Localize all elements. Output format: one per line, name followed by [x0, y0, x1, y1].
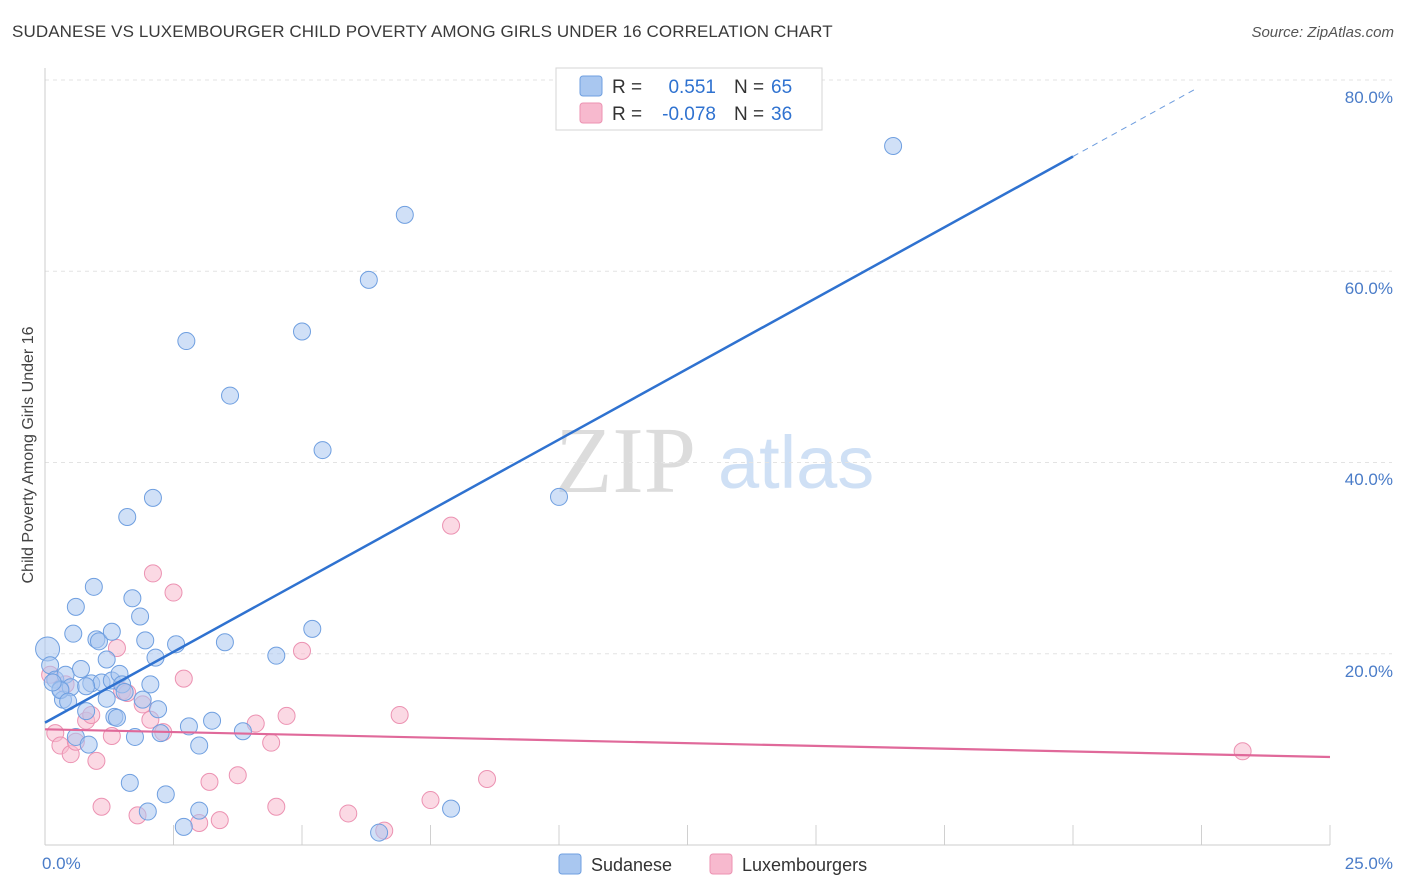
bottom-legend-luxembourgers: Luxembourgers [742, 855, 867, 875]
y-tick-label: 40.0% [1345, 470, 1393, 489]
luxembourger-trend-line [44, 728, 1331, 759]
y-tick-label: 80.0% [1345, 88, 1393, 107]
x-tick-label-max: 25.0% [1345, 854, 1393, 873]
sudanese-point [370, 823, 389, 842]
sudanese-point [233, 722, 252, 741]
luxembourger-point [267, 797, 286, 816]
sudanese-point [71, 660, 90, 679]
y-axis-label: Child Poverty Among Girls Under 16 [20, 326, 37, 583]
luxembourger-point [339, 804, 358, 823]
luxembourger-point [87, 751, 106, 770]
sudanese-point [359, 270, 378, 289]
sudanese-point [177, 332, 196, 351]
luxembourger-point [421, 791, 440, 810]
sudanese-point [442, 799, 461, 818]
trend-lines [44, 88, 1331, 759]
legend-n-label: N = [734, 77, 764, 98]
sudanese-point [125, 727, 144, 746]
sudanese-point [550, 487, 568, 506]
sudanese-point [97, 689, 116, 708]
bottom-legend-swatch-luxembourgers [709, 853, 733, 875]
sudanese-point [293, 322, 311, 341]
luxembourger-points [41, 516, 1252, 840]
sudanese-point [66, 597, 85, 616]
luxembourger-point [262, 733, 281, 752]
y-tick-labels: 80.0% 60.0% 40.0% 20.0% [1345, 88, 1393, 681]
sudanese-point [267, 646, 286, 665]
sudanese-point [179, 717, 198, 736]
sudanese-point [884, 136, 903, 155]
sudanese-point [136, 631, 155, 650]
sudanese-point [123, 589, 142, 608]
luxembourger-point [293, 641, 311, 660]
luxembourger-point [228, 766, 247, 785]
sudanese-trend-line [44, 155, 1074, 724]
sudanese-point [84, 577, 103, 596]
legend-r-value: -0.078 [662, 104, 716, 125]
x-tick-label-min: 0.0% [42, 854, 81, 873]
sudanese-point [141, 675, 160, 694]
luxembourger-point [277, 706, 296, 725]
legend-n-value: 65 [771, 77, 792, 98]
chart-title: SUDANESE VS LUXEMBOURGER CHILD POVERTY A… [12, 22, 833, 41]
legend-n-label: N = [734, 104, 764, 125]
sudanese-point [97, 650, 116, 669]
sudanese-point [151, 724, 170, 743]
sudanese-point [107, 708, 126, 727]
sudanese-point [174, 817, 193, 836]
sudanese-point [149, 700, 168, 719]
sudanese-point [77, 702, 96, 721]
luxembourger-point [200, 772, 219, 791]
sudanese-point [215, 633, 234, 652]
bottom-legend-swatch-sudanese [558, 853, 582, 875]
sudanese-point [138, 802, 157, 821]
axes [44, 68, 1330, 846]
sudanese-point [131, 607, 150, 626]
luxembourger-point [478, 770, 497, 789]
luxembourger-point [164, 583, 183, 602]
sudanese-point [77, 677, 96, 696]
legend-swatch-sudanese [579, 75, 603, 97]
luxembourger-point [390, 705, 409, 724]
sudanese-point [221, 386, 240, 405]
sudanese-point [395, 205, 414, 224]
sudanese-point [190, 801, 209, 820]
luxembourger-point [92, 797, 111, 816]
legend-swatch-luxembourgers [579, 102, 603, 124]
legend-r-label: R = [612, 77, 642, 98]
sudanese-point [64, 624, 83, 643]
luxembourger-point [107, 639, 126, 658]
luxembourger-point [143, 564, 162, 583]
sudanese-point [89, 632, 108, 651]
luxembourger-point [442, 516, 461, 535]
luxembourger-point [210, 811, 229, 830]
sudanese-point [143, 488, 162, 507]
sudanese-point [120, 773, 139, 792]
sudanese-point [313, 441, 332, 460]
legend-n-value: 36 [771, 104, 792, 125]
chart-source: Source: ZipAtlas.com [1251, 24, 1394, 41]
bottom-legend-sudanese: Sudanese [591, 855, 672, 875]
sudanese-point [203, 711, 222, 730]
sudanese-point [303, 619, 322, 638]
sudanese-point [118, 508, 137, 527]
legend: R = 0.551 N = 65 R = -0.078 N = 36 [555, 67, 823, 131]
y-tick-label: 20.0% [1345, 662, 1393, 681]
legend-r-label: R = [612, 104, 642, 125]
sudanese-trend-extension [1072, 88, 1197, 157]
sudanese-point [115, 683, 134, 701]
sudanese-point [190, 736, 209, 755]
luxembourger-point [174, 669, 193, 688]
sudanese-point [102, 622, 121, 641]
luxembourger-point [1233, 742, 1252, 761]
legend-r-value: 0.551 [668, 77, 716, 98]
sudanese-point [156, 785, 175, 804]
y-tick-label: 60.0% [1345, 279, 1393, 298]
watermark-zip: ZIP [555, 409, 696, 513]
bottom-legend: Sudanese Luxembourgers [558, 853, 867, 875]
sudanese-point [79, 735, 98, 754]
sudanese-point [43, 673, 62, 692]
sudanese-point [133, 690, 152, 709]
